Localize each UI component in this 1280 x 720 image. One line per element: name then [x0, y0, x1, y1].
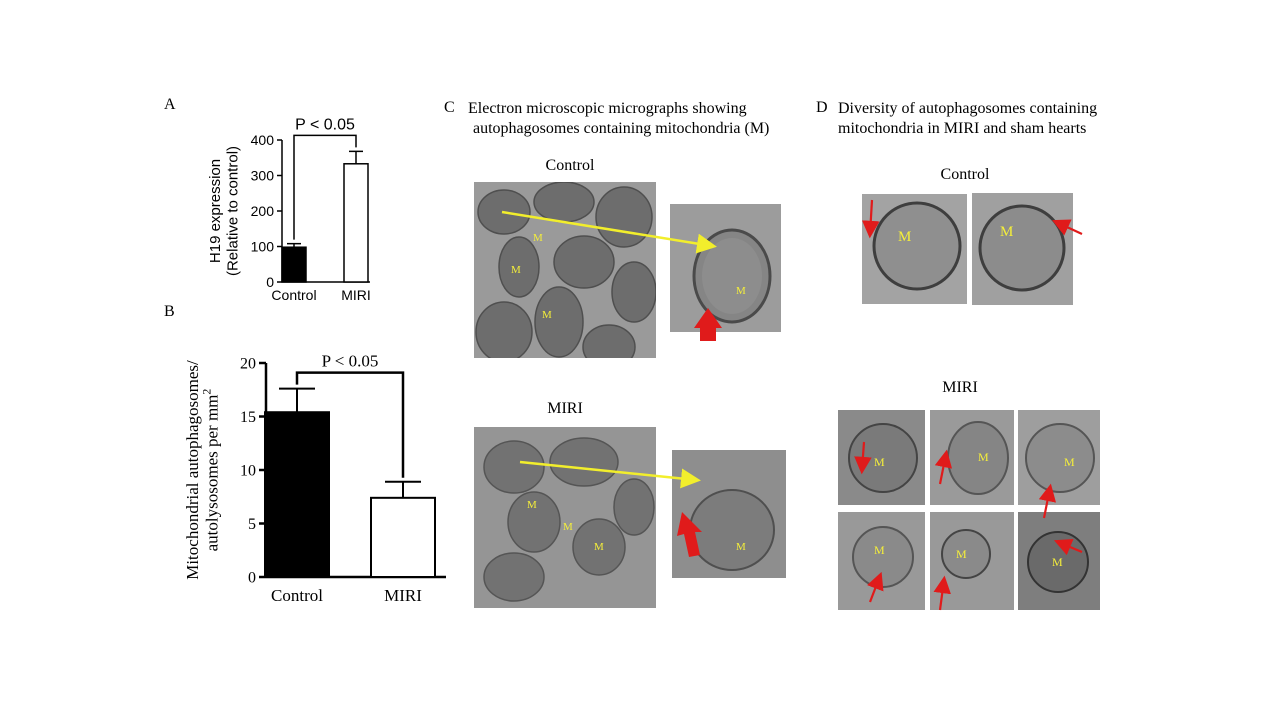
panel-c-miri-label: MIRI [547, 400, 583, 417]
panel-d-title-line1: Diversity of autophagosomes containing [838, 100, 1098, 117]
panel-d-control-label: Control [940, 166, 990, 183]
x-tick-label: Control [271, 287, 316, 303]
bar-control [264, 411, 330, 578]
y-tick-label: 10 [240, 463, 256, 480]
em-miri-image-3 [1018, 410, 1100, 505]
m-label: M [898, 229, 912, 245]
panel-d-letter: D [816, 99, 828, 116]
m-label: M [533, 232, 543, 244]
y-axis-label-line1: Mitochondrial autophagosomes/ [183, 360, 202, 580]
m-label: M [1064, 455, 1075, 469]
panel-b-letter: B [164, 303, 175, 320]
m-label: M [594, 541, 604, 553]
m-label: M [527, 499, 537, 511]
panel-c-letter: C [444, 99, 455, 116]
x-tick-label: MIRI [384, 586, 422, 605]
m-label: M [563, 521, 573, 533]
p-value-annotation: P < 0.05 [295, 116, 355, 133]
y-axis-label-line2: autolysosomes per mm2 [200, 389, 222, 552]
em-texture [838, 410, 925, 505]
m-label: M [978, 450, 989, 464]
red-arrow-icon [861, 199, 880, 239]
p-value-annotation: P < 0.05 [322, 352, 379, 371]
significance-bracket [295, 371, 405, 478]
em-sham-image-2 [972, 193, 1073, 305]
em-miri-image-1 [838, 410, 925, 505]
bar-control [281, 246, 307, 283]
y-tick-label: 400 [251, 132, 275, 148]
panel-c-title-line1: Electron microscopic micrographs showing [468, 100, 747, 117]
m-label: M [542, 309, 552, 321]
em-miri-overview-image [474, 427, 656, 608]
panel-c-control-label: Control [545, 157, 595, 174]
red-arrow-icon [1038, 483, 1057, 519]
m-label: M [874, 455, 885, 469]
m-label: M [736, 541, 746, 553]
red-arrow-icon [867, 571, 884, 603]
y-tick-label: 5 [248, 516, 256, 533]
em-texture [972, 193, 1073, 305]
m-label: M [736, 285, 746, 297]
significance-bracket [293, 134, 357, 240]
y-tick-label: 300 [251, 167, 275, 183]
y-tick-label: 20 [240, 356, 256, 373]
y-axis-label-superscript: 2 [200, 389, 214, 395]
x-tick-label: Control [271, 586, 323, 605]
bar-miri [370, 496, 436, 579]
red-arrow-icon [1052, 219, 1083, 236]
y-axis-label-line2: (Relative to control) [224, 146, 241, 276]
m-label: M [1052, 555, 1063, 569]
chart-b: 0 5 10 15 20 Control MIRI P < 0.05 Mitochondrial… [183, 352, 446, 605]
red-arrow-icon [677, 512, 702, 557]
panel-d-miri-label: MIRI [942, 379, 978, 396]
red-arrow-icon [694, 308, 722, 341]
yellow-arrow-icon [501, 210, 717, 254]
em-texture [1018, 410, 1100, 505]
m-label: M [874, 543, 885, 557]
m-label: M [1000, 224, 1014, 240]
y-tick-label: 100 [251, 238, 275, 254]
y-tick-label: 200 [251, 203, 275, 219]
em-sham-image-1 [862, 194, 967, 304]
y-tick-label: 0 [248, 570, 256, 587]
x-tick-label: MIRI [341, 287, 371, 303]
panel-d-arrows [854, 199, 1083, 611]
red-arrow-icon [933, 575, 951, 611]
yellow-arrow-icon [519, 460, 701, 489]
m-label: M [956, 547, 967, 561]
em-texture [862, 194, 967, 304]
panel-c-title-line2: autophagosomes containing mitochondria (… [473, 120, 770, 137]
bar-miri [343, 163, 369, 283]
red-arrow-icon [854, 441, 872, 475]
red-arrow-icon [1053, 538, 1083, 556]
panel-d-title-line2: mitochondria in MIRI and sham hearts [838, 120, 1087, 137]
panel-c-arrows [501, 210, 722, 557]
em-texture [474, 427, 656, 608]
y-tick-label: 15 [240, 409, 256, 426]
panel-a-letter: A [164, 96, 176, 113]
chart-a: 0 100 200 300 400 Control MIRI P < 0.05 H19 expr… [207, 116, 371, 303]
m-label: M [511, 264, 521, 276]
red-arrow-icon [934, 449, 953, 485]
y-tick-label: 0 [266, 274, 274, 290]
y-axis-label-line1: H19 expression [207, 159, 224, 263]
